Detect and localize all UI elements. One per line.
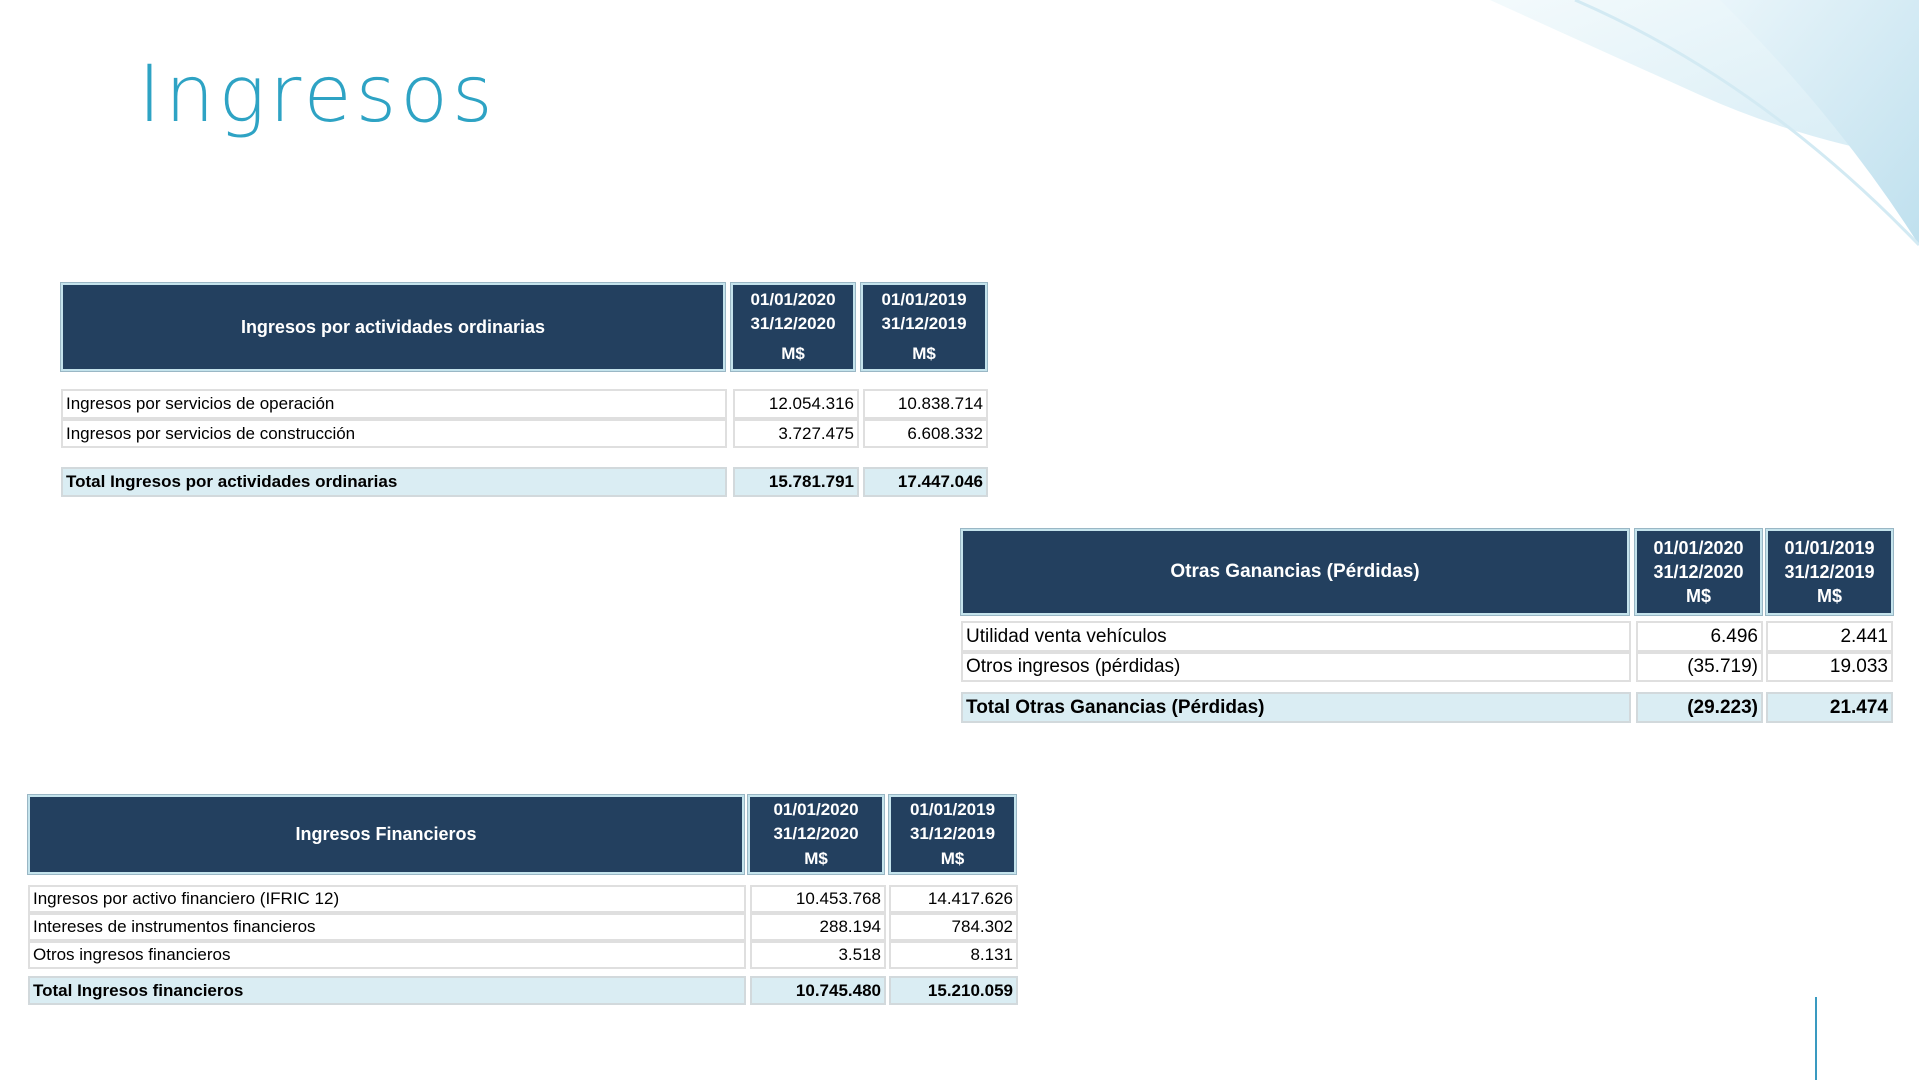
row-value-2020: 3.727.475 — [733, 419, 859, 448]
column-header-end-date: 31/12/2019 — [909, 824, 996, 844]
column-header-start-date: 01/01/2019 — [1784, 537, 1875, 558]
column-header-start-date: 01/01/2020 — [750, 289, 836, 309]
total-value-2020: 15.781.791 — [733, 467, 859, 497]
column-header-unit: M$ — [1685, 586, 1711, 607]
table-header: Ingresos por actividades ordinarias — [60, 282, 726, 372]
table-ingresos-financieros: Ingresos Financieros 01/01/2020 31/12/20… — [27, 794, 1018, 1005]
column-header-unit: M$ — [804, 848, 828, 868]
column-header-end-date: 31/12/2020 — [750, 313, 836, 333]
column-header-2020: 01/01/2020 31/12/2020 M$ — [1634, 528, 1763, 616]
column-header-start-date: 01/01/2019 — [881, 289, 967, 309]
column-header-2020: 01/01/2020 31/12/2020 M$ — [730, 282, 856, 372]
row-label: Ingresos por activo financiero (IFRIC 12… — [28, 885, 746, 913]
table-header: Otras Ganancias (Pérdidas) — [960, 528, 1630, 616]
row-label: Otros ingresos (pérdidas) — [961, 652, 1631, 682]
column-header-end-date: 31/12/2019 — [881, 313, 967, 333]
total-row-label: Total Otras Ganancias (Pérdidas) — [961, 692, 1631, 723]
column-header-start-date: 01/01/2019 — [909, 799, 996, 819]
total-value-2020: 10.745.480 — [750, 976, 886, 1005]
column-header-end-date: 31/12/2020 — [773, 824, 859, 844]
row-value-2020: 3.518 — [750, 941, 886, 969]
row-label: Utilidad venta vehículos — [961, 621, 1631, 652]
row-value-2019: 6.608.332 — [863, 419, 988, 448]
table-otras-ganancias: Otras Ganancias (Pérdidas) 01/01/2020 31… — [960, 528, 1894, 725]
column-header-2019: 01/01/2019 31/12/2019 M$ — [888, 794, 1017, 875]
column-header-unit: M$ — [1816, 586, 1842, 607]
table-header: Ingresos Financieros — [27, 794, 745, 875]
row-label: Intereses de instrumentos financieros — [28, 913, 746, 941]
row-value-2020: 12.054.316 — [733, 389, 859, 419]
row-value-2020: 288.194 — [750, 913, 886, 941]
row-value-2019: 784.302 — [889, 913, 1018, 941]
row-label: Ingresos por servicios de operación — [61, 389, 727, 419]
column-header-unit: M$ — [912, 344, 936, 364]
total-value-2019: 21.474 — [1766, 692, 1893, 723]
column-header-2020: 01/01/2020 31/12/2020 M$ — [747, 794, 885, 875]
column-header-start-date: 01/01/2020 — [773, 799, 859, 819]
column-header-end-date: 31/12/2020 — [1653, 561, 1744, 582]
row-label: Ingresos por servicios de construcción — [61, 419, 727, 448]
total-row-label: Total Ingresos financieros — [28, 976, 746, 1005]
column-header-end-date: 31/12/2019 — [1784, 561, 1875, 582]
row-value-2019: 14.417.626 — [889, 885, 1018, 913]
table-ingresos-ordinarias: Ingresos por actividades ordinarias 01/0… — [60, 282, 988, 498]
row-label: Otros ingresos financieros — [28, 941, 746, 969]
total-value-2019: 17.447.046 — [863, 467, 988, 497]
column-header-2019: 01/01/2019 31/12/2019 M$ — [1765, 528, 1894, 616]
row-value-2020: 10.453.768 — [750, 885, 886, 913]
row-value-2020: (35.719) — [1636, 652, 1763, 682]
total-row-label: Total Ingresos por actividades ordinaria… — [61, 467, 727, 497]
page-title: Ingresos — [138, 50, 497, 140]
total-value-2019: 15.210.059 — [889, 976, 1018, 1005]
row-value-2020: 6.496 — [1636, 621, 1763, 652]
column-header-unit: M$ — [940, 848, 965, 868]
column-header-start-date: 01/01/2020 — [1653, 537, 1744, 558]
row-value-2019: 2.441 — [1766, 621, 1893, 652]
decorative-vertical-line — [1815, 997, 1817, 1080]
column-header-unit: M$ — [781, 344, 805, 364]
row-value-2019: 19.033 — [1766, 652, 1893, 682]
column-header-2019: 01/01/2019 31/12/2019 M$ — [860, 282, 988, 372]
row-value-2019: 8.131 — [889, 941, 1018, 969]
total-value-2020: (29.223) — [1636, 692, 1763, 723]
row-value-2019: 10.838.714 — [863, 389, 988, 419]
